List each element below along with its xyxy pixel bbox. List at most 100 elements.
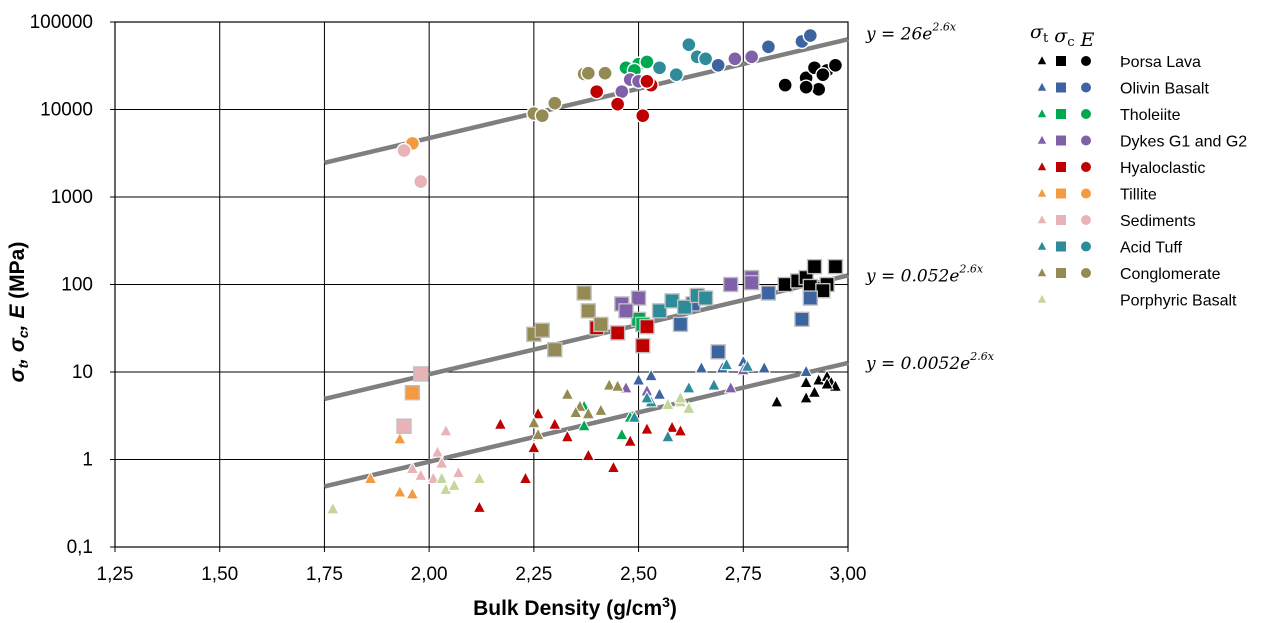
fit-equation-label: y = 0.052e2.6x	[865, 262, 984, 286]
point--orsa-lava	[806, 258, 823, 275]
point-olivin-basalt	[760, 285, 777, 301]
point-olivin-basalt	[672, 316, 689, 333]
point-tillite	[405, 486, 420, 500]
point-dykes-g1-and-g2	[630, 290, 647, 306]
point-tholeiite	[614, 427, 629, 441]
legend-marker-sediments	[1081, 215, 1091, 225]
point--orsa-lava	[827, 258, 844, 275]
point-olivin-basalt	[652, 386, 667, 400]
legend-marker-tholeiite	[1081, 109, 1091, 119]
legend: σt σc E Þorsa Lava Olivin Basalt Tholeiite D…	[1030, 21, 1247, 310]
legend-label-hyaloclastic: Hyaloclastic	[1120, 160, 1205, 177]
point-conglomerate	[593, 316, 609, 333]
legend-marker-tillite	[1081, 188, 1091, 199]
legend-label--orsa-lava: Þorsa Lava	[1120, 54, 1201, 71]
point-dykes-g1-and-g2	[723, 380, 738, 394]
legend-marker-acid-tuff	[1036, 239, 1048, 251]
point-sediments	[396, 418, 412, 434]
point-sediments	[396, 142, 412, 159]
point-sediments	[426, 470, 441, 484]
legend-marker-dykes-g1-and-g2	[1081, 135, 1091, 146]
point-hyaloclastic	[640, 421, 654, 435]
point-conglomerate	[597, 65, 613, 81]
point-conglomerate	[547, 341, 563, 358]
point-hyaloclastic	[560, 429, 575, 443]
point-conglomerate	[547, 95, 563, 111]
point-tillite	[392, 484, 407, 498]
x-tick-label: 3,00	[830, 564, 867, 585]
point-hyaloclastic	[673, 423, 688, 437]
point-olivin-basalt	[710, 344, 726, 360]
point-acid-tuff	[707, 377, 721, 391]
x-tick-label: 2,00	[411, 564, 448, 585]
legend-marker-tholeiite	[1036, 107, 1048, 119]
point--orsa-lava	[798, 79, 814, 95]
point-sediments	[451, 465, 466, 479]
legend-label-tholeiite: Tholeiite	[1120, 107, 1181, 124]
legend-marker-hyaloclastic	[1056, 162, 1066, 172]
legend-marker-acid-tuff	[1056, 241, 1066, 252]
point-conglomerate	[580, 303, 597, 319]
point-acid-tuff	[697, 290, 714, 306]
point-hyaloclastic	[635, 337, 651, 354]
point-sediments	[434, 455, 449, 469]
point-sediments	[430, 444, 445, 458]
point-acid-tuff	[651, 60, 668, 76]
point-porphyric-basalt	[661, 397, 675, 411]
point-olivin-basalt	[631, 372, 646, 386]
point-conglomerate	[560, 386, 575, 400]
point-sediments	[413, 366, 429, 382]
point-hyaloclastic	[606, 460, 621, 474]
y-tick-label: 10000	[40, 100, 93, 121]
point-hyaloclastic	[472, 499, 487, 513]
fit-equation-labels: y = 26e2.6x y = 0.052e2.6x y = 0.0052e2.6x	[865, 20, 995, 374]
point-olivin-basalt	[802, 290, 819, 306]
y-tick-label: 100000	[30, 12, 93, 33]
point-hyaloclastic	[547, 416, 562, 430]
point-sediments	[413, 173, 429, 190]
point-porphyric-basalt	[682, 400, 696, 414]
point-porphyric-basalt	[472, 470, 487, 484]
legend-marker--orsa-lava	[1036, 54, 1048, 66]
point-conglomerate	[576, 285, 592, 301]
legend-marker-tholeiite	[1056, 109, 1066, 119]
point-conglomerate	[534, 107, 550, 124]
y-tick-label: 100	[61, 275, 93, 296]
point-acid-tuff	[682, 380, 696, 394]
point-dykes-g1-and-g2	[743, 274, 760, 291]
point-acid-tuff	[740, 358, 755, 372]
point-olivin-basalt	[802, 27, 819, 44]
x-axis-ticks: 1,25 1,50 1,75 2,00 2,25 2,50 2,75 3,00	[97, 547, 867, 585]
point-conglomerate	[568, 405, 583, 419]
point-hyaloclastic	[609, 96, 626, 112]
legend-marker--orsa-lava	[1056, 56, 1066, 66]
x-tick-label: 1,75	[306, 564, 343, 585]
point--orsa-lava	[827, 57, 844, 73]
x-axis-title: Bulk Density (g/cm3)	[473, 594, 677, 620]
point-hyaloclastic	[665, 419, 679, 433]
point--orsa-lava	[810, 81, 827, 98]
legend-marker-dykes-g1-and-g2	[1036, 133, 1048, 145]
point-porphyric-basalt	[447, 477, 462, 491]
point-hyaloclastic	[493, 416, 508, 430]
legend-marker-tillite	[1036, 186, 1048, 198]
point-hyaloclastic	[527, 440, 541, 454]
data-points	[325, 27, 844, 515]
y-tick-label: 1000	[51, 187, 93, 208]
point-conglomerate	[534, 322, 550, 338]
point-sediments	[405, 461, 420, 475]
point-acid-tuff	[697, 51, 714, 67]
legend-marker-olivin-basalt	[1056, 82, 1066, 93]
fit-equation-label: y = 0.0052e2.6x	[865, 350, 995, 374]
point-hyaloclastic	[518, 470, 533, 484]
point-dykes-g1-and-g2	[743, 49, 760, 65]
point-sediments	[413, 467, 428, 481]
y-axis-title: σt, σc, E (MPa)	[6, 242, 31, 383]
point--orsa-lava	[799, 375, 813, 388]
point--orsa-lava	[769, 394, 784, 408]
x-tick-label: 2,25	[515, 564, 552, 585]
point-olivin-basalt	[694, 360, 709, 374]
point-olivin-basalt	[710, 57, 726, 73]
point-olivin-basalt	[644, 368, 658, 382]
